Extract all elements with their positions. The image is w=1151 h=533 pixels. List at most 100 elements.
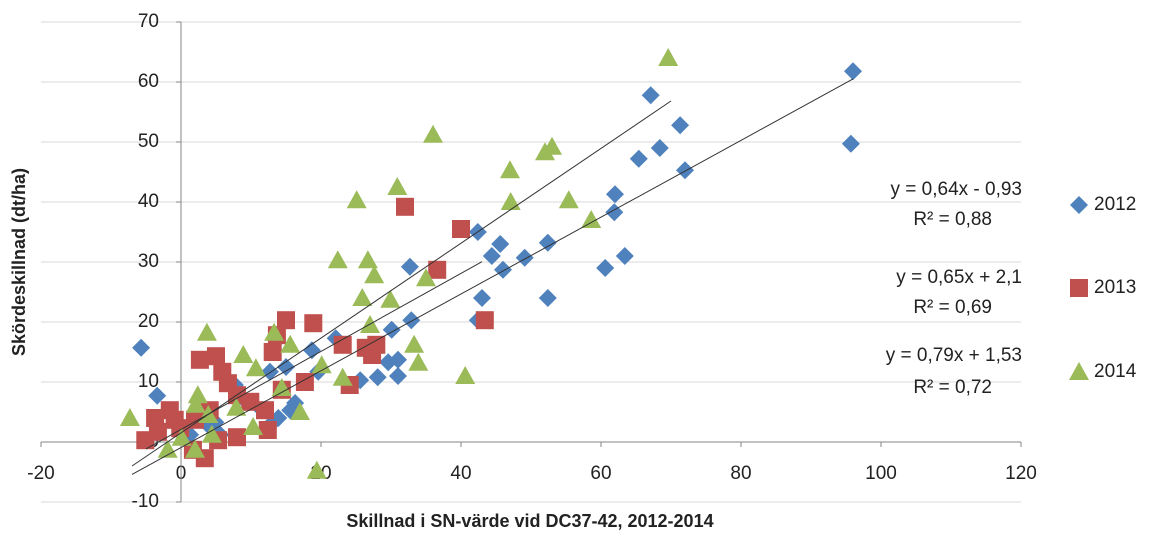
trendline [131,100,672,467]
data-point [132,338,151,357]
data-point [482,247,501,265]
data-point [606,185,624,204]
r-squared: R² = 0,72 [913,377,992,398]
data-point [500,160,520,179]
data-point [280,334,301,353]
trendline-equation: y = 0,64x - 0,93 [891,179,1023,200]
data-point [290,402,310,420]
data-point [538,233,557,252]
data-point [402,311,421,330]
data-point [327,250,348,269]
data-point [416,268,436,287]
data-point [641,86,660,105]
data-point [396,197,414,216]
data-point [408,352,429,371]
data-point [500,192,521,210]
data-point [475,311,494,330]
trendline-equation: y = 0,79x + 1,53 [886,345,1022,366]
data-point [364,265,385,284]
data-point [185,439,205,458]
legend-label: 2014 [1094,361,1137,382]
data-point [148,422,167,441]
data-point [190,350,209,369]
data-point [428,260,447,279]
legend-label: 2012 [1094,194,1136,215]
data-point [171,427,192,446]
data-point [538,289,557,307]
r-squared: R² = 0,69 [913,297,992,318]
y-tick-label: 40 [138,191,159,212]
data-point [146,409,165,427]
data-point [256,401,274,420]
x-tick-label: 120 [1005,463,1037,484]
data-point [157,439,178,458]
data-point [671,116,690,135]
x-tick-label: 40 [450,463,471,484]
data-point [380,289,401,308]
data-point [148,386,167,405]
data-point [277,358,295,376]
data-point [404,334,425,353]
data-point [302,341,321,360]
data-point [264,322,285,341]
y-tick-label: -10 [132,491,159,512]
y-tick-label: 70 [138,11,159,32]
data-point [841,134,860,153]
data-point [515,248,534,267]
data-point [535,142,555,161]
data-point [346,190,367,209]
data-point [277,311,295,330]
data-point [233,345,254,363]
data-point [228,428,246,447]
x-tick-label: -20 [27,463,54,484]
data-point [260,362,279,381]
data-point [629,149,648,168]
legend-marker [1069,362,1089,380]
data-point [352,288,373,306]
data-point [258,421,277,439]
data-point [304,314,323,333]
data-point [187,385,208,404]
r-squared: R² = 0,88 [913,209,992,230]
data-point [387,177,408,195]
data-point [241,392,260,411]
data-point [389,367,407,385]
data-point [245,358,266,377]
legend-marker [1070,196,1088,214]
data-point [676,161,694,180]
data-point [455,366,476,384]
data-point [333,335,352,354]
data-point [400,257,419,276]
data-point [165,410,184,429]
data-point [119,408,140,426]
data-point [581,210,602,228]
legend-label: 2013 [1094,277,1136,298]
data-point [423,124,443,143]
data-point [356,338,375,357]
data-point [596,259,615,277]
data-point [844,62,862,81]
data-point [494,260,512,279]
y-tick-label: 20 [138,311,159,332]
data-point [306,460,327,479]
x-tick-label: 100 [865,463,897,484]
data-point [357,250,378,269]
data-point [263,343,282,361]
data-point [473,289,491,307]
y-axis-title: Skördeskillnad (dt/ha) [9,168,29,356]
y-tick-label: 30 [138,251,159,272]
data-point [243,417,264,435]
data-point [332,367,353,386]
data-point [368,368,387,387]
trendline-equation: y = 0,65x + 2,1 [896,267,1022,288]
y-tick-label: 50 [138,131,159,152]
data-point [452,220,470,238]
data-point [379,353,398,372]
data-point [196,322,217,341]
y-tick-label: 10 [138,371,159,392]
data-point [271,378,292,396]
data-point [558,190,579,209]
data-point [201,424,222,443]
data-point [311,355,332,374]
